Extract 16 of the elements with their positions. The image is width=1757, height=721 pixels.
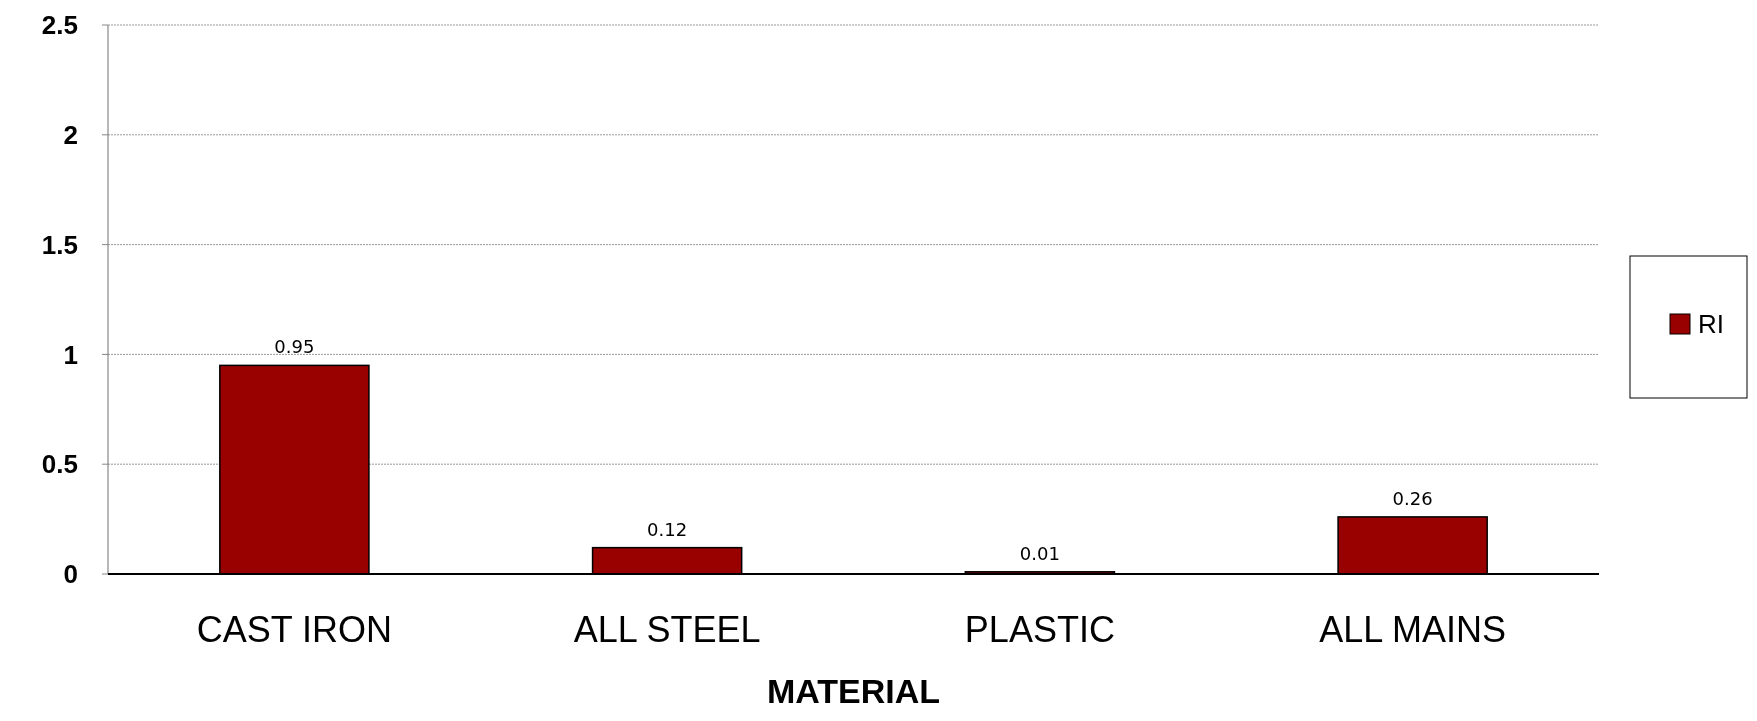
x-axis-title: MATERIAL	[766, 672, 941, 710]
y-tick-label: 0.5	[41, 449, 78, 480]
x-tick-label: ALL STEEL	[573, 609, 761, 650]
data-label: 0.12	[647, 518, 688, 540]
data-label: 0.95	[274, 336, 315, 358]
x-tick-label: ALL MAINS	[1319, 609, 1506, 650]
x-tick-label: CAST IRON	[196, 609, 393, 650]
y-tick-label: 2	[63, 119, 78, 150]
data-label: 0.26	[1392, 487, 1433, 509]
y-tick-label: 2.5	[41, 10, 78, 41]
legend-label: RI	[1698, 309, 1724, 340]
data-label: 0.01	[1019, 542, 1060, 564]
y-tick-label: 1	[63, 339, 78, 370]
x-tick-label: PLASTIC	[964, 609, 1115, 650]
y-tick-label: 0	[63, 559, 78, 590]
y-tick-label: 1.5	[41, 229, 78, 260]
